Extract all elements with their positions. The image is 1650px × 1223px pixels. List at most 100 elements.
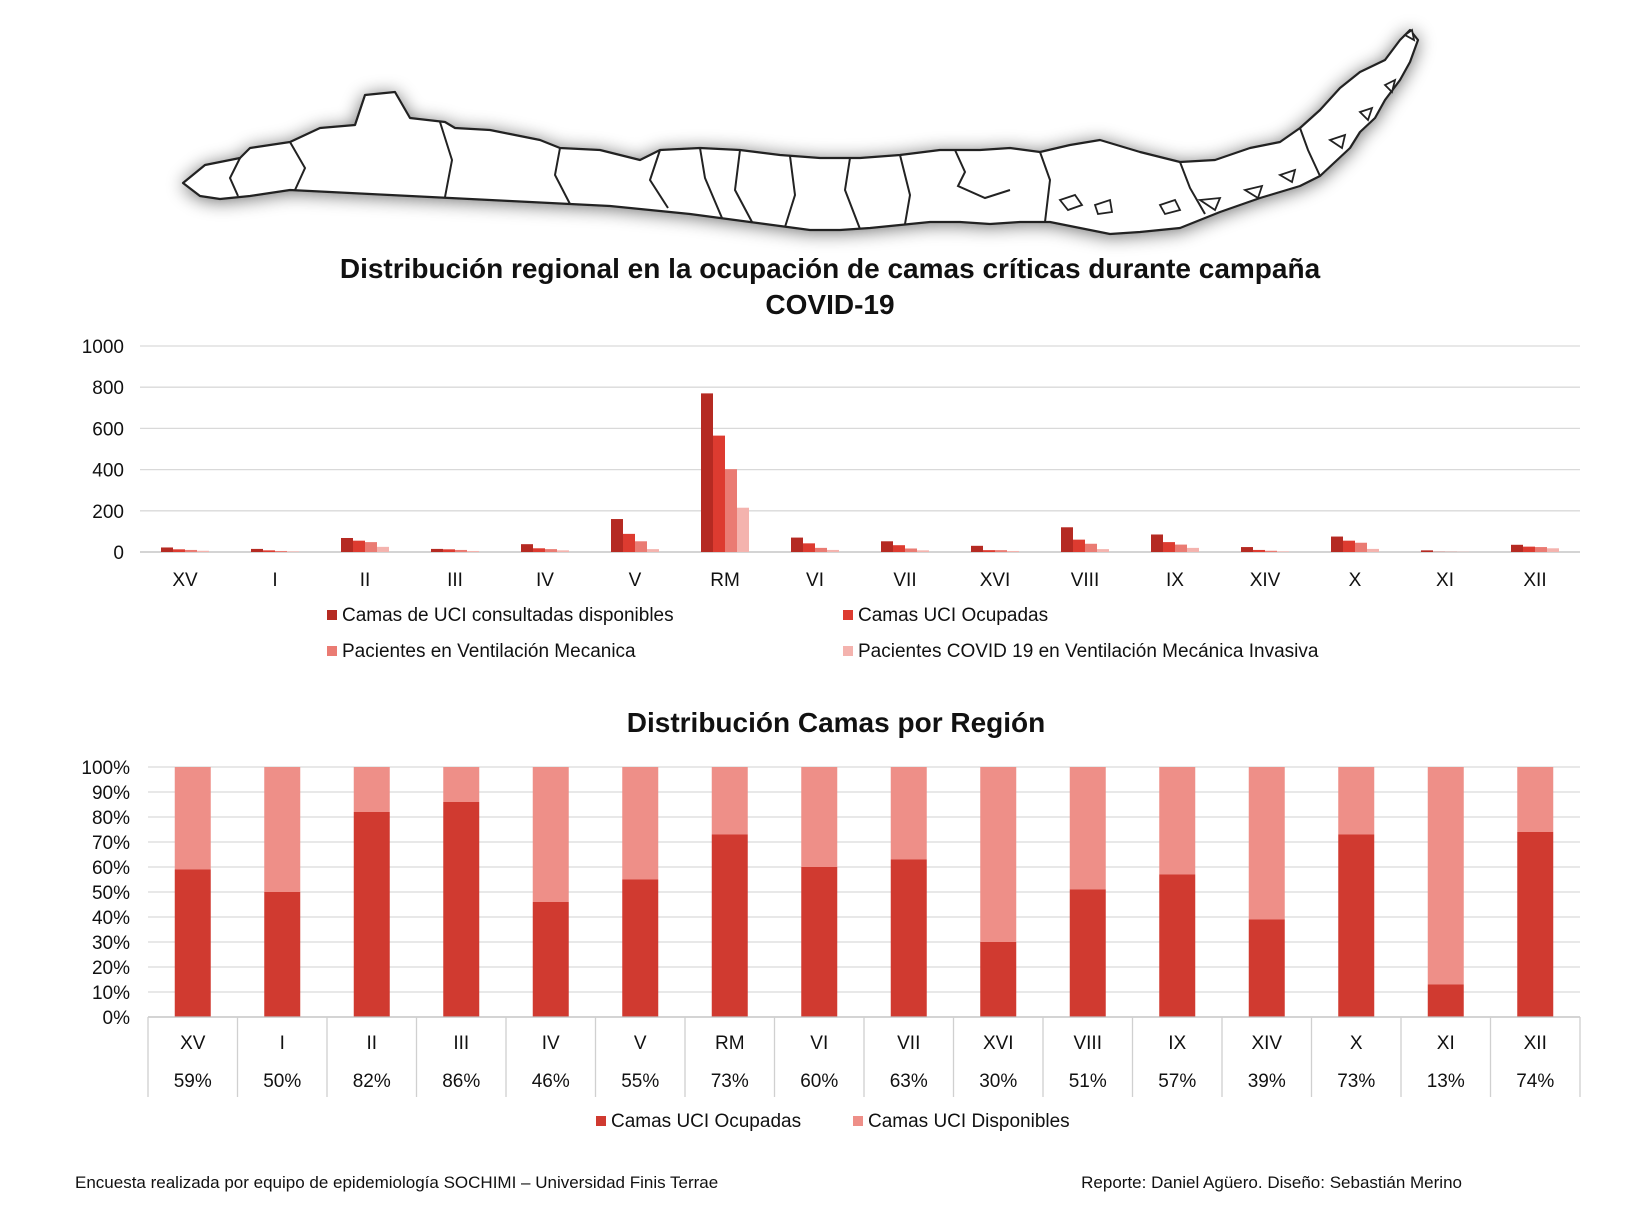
bar (1007, 551, 1019, 552)
table-value-label: 86% (442, 1071, 480, 1092)
bar (161, 547, 173, 552)
y-tick-label: 100% (81, 758, 130, 779)
bar-available (354, 767, 390, 812)
table-value-label: 39% (1248, 1071, 1286, 1092)
legend-label: Camas UCI Disponibles (868, 1111, 1070, 1132)
bar (701, 393, 713, 552)
x-tick-label: XI (1436, 570, 1454, 591)
chile-regions-map-icon (183, 30, 1418, 234)
x-tick-label: RM (710, 570, 740, 591)
bar (1355, 543, 1367, 552)
bar (725, 469, 737, 552)
y-tick-label: 600 (92, 419, 124, 440)
bar (611, 519, 623, 552)
bar (1523, 547, 1535, 552)
table-value-label: 46% (532, 1071, 570, 1092)
y-tick-label: 200 (92, 502, 124, 523)
y-tick-label: 40% (92, 908, 130, 929)
bar (251, 549, 263, 552)
bar (365, 542, 377, 552)
y-tick-label: 50% (92, 883, 130, 904)
bar-available (264, 767, 300, 892)
table-category-label: VII (897, 1033, 920, 1054)
bar (737, 508, 749, 552)
y-tick-label: 400 (92, 461, 124, 482)
bar (791, 538, 803, 552)
table-value-label: 13% (1427, 1071, 1465, 1092)
bar (545, 549, 557, 552)
x-tick-label: VIII (1071, 570, 1100, 591)
table-value-label: 55% (621, 1071, 659, 1092)
table-value-label: 73% (711, 1071, 749, 1092)
bar (623, 534, 635, 552)
x-tick-label: IX (1166, 570, 1184, 591)
table-category-label: I (280, 1033, 285, 1054)
bar (557, 550, 569, 552)
bar (377, 547, 389, 552)
x-tick-label: X (1349, 570, 1362, 591)
footer-credit-right: Reporte: Daniel Agüero. Diseño: Sebastiá… (1081, 1173, 1462, 1193)
bar-available (175, 767, 211, 870)
footer-credit-left: Encuesta realizada por equipo de epidemi… (75, 1173, 718, 1193)
bar (713, 436, 725, 552)
stacked-percent-bar-chart: Distribución Camas por Región0%10%20%30%… (81, 707, 1580, 1132)
bar-occupied (1070, 890, 1106, 1018)
bar (455, 550, 467, 552)
bar-occupied (1338, 835, 1374, 1018)
x-tick-label: II (360, 570, 371, 591)
bar (275, 551, 287, 552)
bar (1265, 551, 1277, 552)
table-value-label: 50% (263, 1071, 301, 1092)
bar (1187, 548, 1199, 552)
bar (893, 545, 905, 552)
legend-label: Camas de UCI consultadas disponibles (342, 605, 674, 626)
bar (635, 541, 647, 552)
table-value-label: 51% (1069, 1071, 1107, 1092)
x-tick-label: IV (536, 570, 554, 591)
table-value-label: 63% (890, 1071, 928, 1092)
legend-swatch (327, 610, 337, 620)
bar-available (980, 767, 1016, 942)
bar-occupied (980, 942, 1016, 1017)
legend-swatch (327, 646, 337, 656)
bar (1253, 550, 1265, 552)
bar (1175, 545, 1187, 552)
chart1-title-line: Distribución regional en la ocupación de… (340, 253, 1321, 284)
table-category-label: IV (542, 1033, 560, 1054)
bar-occupied (175, 870, 211, 1018)
bar (431, 549, 443, 552)
table-value-label: 30% (979, 1071, 1017, 1092)
table-category-label: XII (1524, 1033, 1547, 1054)
bar (443, 549, 455, 552)
y-tick-label: 70% (92, 833, 130, 854)
legend-label: Pacientes COVID 19 en Ventilación Mecáni… (858, 641, 1319, 662)
bar (197, 551, 209, 552)
legend-swatch (853, 1116, 863, 1126)
y-tick-label: 1000 (82, 337, 124, 358)
bar-occupied (443, 802, 479, 1017)
bar (1367, 549, 1379, 552)
bar (521, 544, 533, 552)
bar (1331, 537, 1343, 552)
y-tick-label: 30% (92, 933, 130, 954)
y-tick-label: 10% (92, 983, 130, 1004)
bar (1535, 547, 1547, 552)
bar (263, 550, 275, 552)
bar (1163, 542, 1175, 552)
bar (1151, 534, 1163, 552)
bar-occupied (622, 880, 658, 1018)
bar (1097, 549, 1109, 552)
bar-available (1338, 767, 1374, 835)
y-tick-label: 0 (113, 543, 124, 564)
bar-occupied (354, 812, 390, 1017)
bar (1547, 548, 1559, 552)
bar (803, 543, 815, 552)
y-tick-label: 800 (92, 378, 124, 399)
bar (971, 546, 983, 552)
x-tick-label: VI (806, 570, 824, 591)
bar (1343, 541, 1355, 552)
legend-swatch (596, 1116, 606, 1126)
bar (287, 551, 299, 552)
y-tick-label: 0% (103, 1008, 131, 1029)
